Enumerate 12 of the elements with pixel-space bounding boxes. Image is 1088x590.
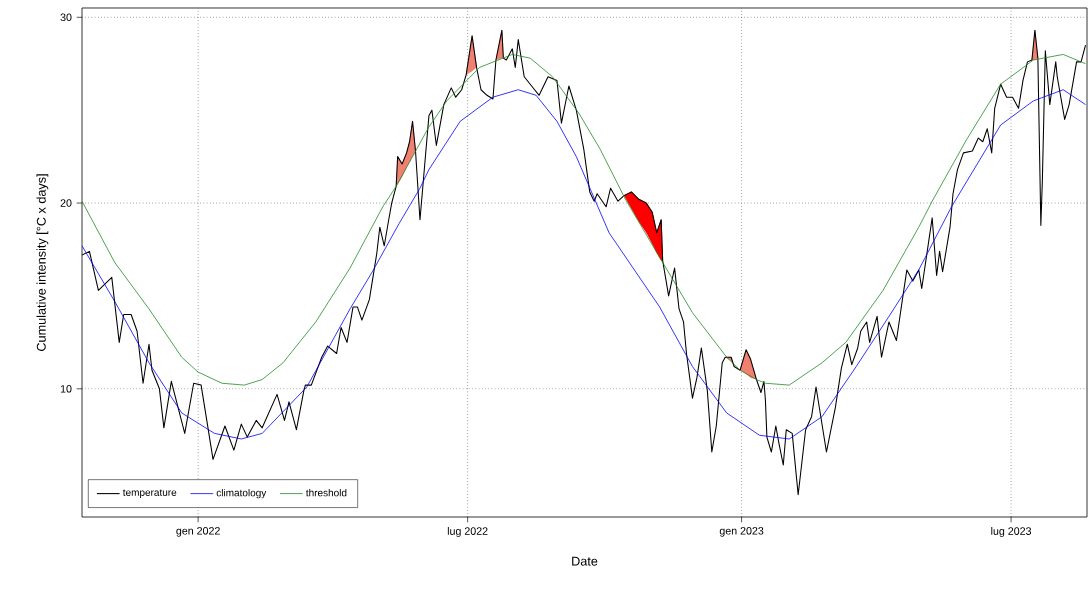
x-axis-title: Date xyxy=(572,556,598,566)
x-tick-label: gen 2023 xyxy=(719,527,764,537)
x-tick-label: lug 2023 xyxy=(991,527,1032,537)
y-tick-label: 30 xyxy=(60,13,72,22)
legend-label: temperature xyxy=(122,489,177,498)
x-tick-label: lug 2022 xyxy=(447,527,488,537)
x-tick-label: gen 2022 xyxy=(176,527,220,537)
legend-label: threshold xyxy=(306,489,347,497)
legend-label: climatology xyxy=(216,489,267,499)
y-axis-title: Cumulative intensity [°C x days] xyxy=(36,174,49,351)
y-tick-label: 20 xyxy=(60,199,72,207)
y-tick-label: 10 xyxy=(60,385,72,393)
